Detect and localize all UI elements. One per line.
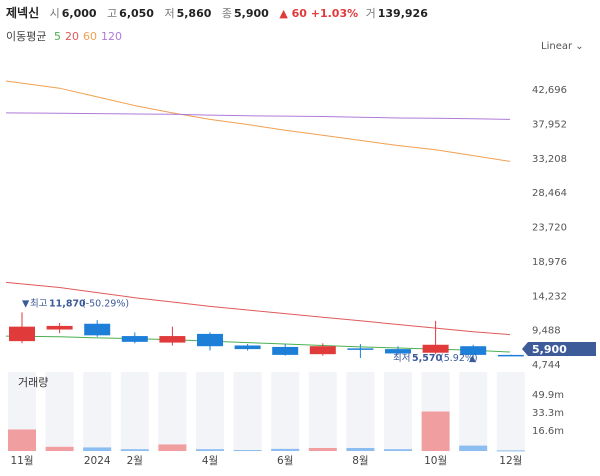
ma-line-20	[5, 281, 511, 336]
volume-bar	[158, 444, 187, 451]
x-tick-label: 12월	[499, 455, 522, 467]
candle-body	[234, 345, 261, 350]
y-tick-label: 4,744	[532, 360, 561, 371]
ma-legend-item-20: 20	[64, 30, 79, 43]
volume-bar	[346, 448, 375, 451]
y-tick-label: 28,464	[532, 188, 567, 199]
candle-body	[46, 325, 73, 330]
x-tick-label: 10월	[424, 455, 447, 467]
price-tag	[522, 342, 596, 356]
price-header: 제넥신 시 6,000 고 6,050 저 5,860 종 5,900 ▲ 60 +1.…	[6, 4, 435, 22]
volume-column-bg	[233, 372, 262, 451]
volume-column-bg	[459, 372, 488, 451]
scale-toggle[interactable]: Linear ⌄	[541, 41, 584, 52]
volume-value: 139,926	[377, 7, 428, 20]
high-annotation-value: 11,870	[49, 298, 86, 309]
volume-column-bg	[45, 372, 74, 451]
open-value: 6,000	[61, 7, 97, 20]
candle-body	[84, 323, 111, 336]
candle-body	[272, 346, 299, 355]
close-label: 종	[221, 7, 233, 20]
volume-title: 거래량	[18, 376, 48, 389]
y-tick-label: 18,976	[532, 257, 567, 268]
volume-tick-label: 49.9m	[532, 390, 564, 401]
change-value: ▲ 60 +1.03%	[279, 7, 359, 20]
candle-body	[497, 354, 524, 357]
volume-bar	[308, 448, 337, 451]
volume-column-bg	[83, 372, 112, 451]
ma-legend-item-120: 120	[100, 30, 122, 43]
x-tick-label: 2월	[127, 455, 143, 467]
y-tick-label: 14,232	[532, 291, 567, 302]
volume-bar	[271, 448, 300, 451]
scale-label: Linear	[541, 41, 573, 52]
y-tick-label: 23,720	[532, 223, 567, 234]
volume-column-bg	[271, 372, 300, 451]
low-value: 5,860	[176, 7, 212, 20]
low-marker-arrow: ▲	[469, 354, 476, 364]
ma-legend-item-60: 60	[82, 30, 97, 43]
volume-column-bg	[158, 372, 187, 451]
y-tick-label: 42,696	[532, 85, 567, 96]
volume-bar	[120, 449, 149, 451]
moving-average-legend: 이동평균 5 20 60 120	[6, 28, 126, 44]
volume-bar	[459, 445, 488, 451]
volume-column-bg	[496, 372, 525, 451]
x-tick-label: 6월	[277, 455, 293, 467]
volume-column-bg	[308, 372, 337, 451]
y-tick-label: 9,488	[532, 326, 561, 337]
volume-bar	[233, 450, 262, 452]
x-tick-label: 8월	[352, 455, 368, 467]
high-value: 6,050	[119, 7, 154, 20]
candle-body	[197, 333, 223, 347]
volume-column-bg	[384, 372, 412, 451]
high-marker-arrow: ▼	[22, 298, 30, 309]
low-annotation-pct: (5.92%)	[440, 353, 478, 364]
volume-column-bg	[120, 372, 149, 451]
candle-body	[159, 336, 186, 343]
candle-body	[309, 346, 336, 355]
volume-bar	[196, 449, 224, 451]
ma-legend-item-5: 5	[53, 30, 61, 43]
high-label: 고	[107, 7, 118, 20]
chevron-down-icon: ⌄	[575, 41, 584, 52]
stock-name: 제넥신	[6, 6, 40, 20]
volume-tick-label: 16.6m	[532, 426, 564, 437]
volume-bar	[8, 429, 36, 451]
high-annotation-label: 최고	[30, 298, 48, 309]
candle-body	[422, 344, 449, 353]
x-tick-label: 11월	[10, 455, 33, 467]
low-annotation-value: 5,570	[412, 353, 442, 364]
volume-column-bg	[346, 372, 375, 451]
ma-line-60	[5, 80, 511, 162]
volume-tick-label: 33.3m	[532, 408, 564, 419]
candle-body	[9, 326, 35, 342]
volume-bar	[384, 449, 412, 451]
ma-legend-title: 이동평균	[6, 30, 47, 43]
volume-bar	[45, 446, 74, 451]
ma-line-120	[5, 112, 511, 120]
volume-bar	[496, 450, 525, 452]
volume-label: 거	[365, 7, 376, 20]
high-annotation-pct: (-50.29%)	[82, 298, 129, 309]
x-tick-label: 2024	[84, 455, 111, 467]
close-value: 5,900	[234, 7, 269, 20]
price-tag-label: 5,900	[532, 343, 567, 356]
volume-column-bg	[196, 372, 224, 451]
candle-body	[121, 336, 148, 342]
candle-body	[460, 346, 487, 355]
low-label: 저	[164, 7, 175, 20]
volume-bar	[421, 411, 450, 451]
candle-body	[347, 348, 374, 350]
y-tick-label: 37,952	[532, 119, 567, 130]
volume-bar	[83, 447, 112, 451]
x-tick-label: 4월	[202, 455, 218, 467]
open-label: 시	[49, 7, 60, 20]
y-tick-label: 33,208	[532, 154, 567, 165]
candle-body	[385, 349, 411, 354]
low-annotation-label: 최저	[393, 353, 410, 364]
